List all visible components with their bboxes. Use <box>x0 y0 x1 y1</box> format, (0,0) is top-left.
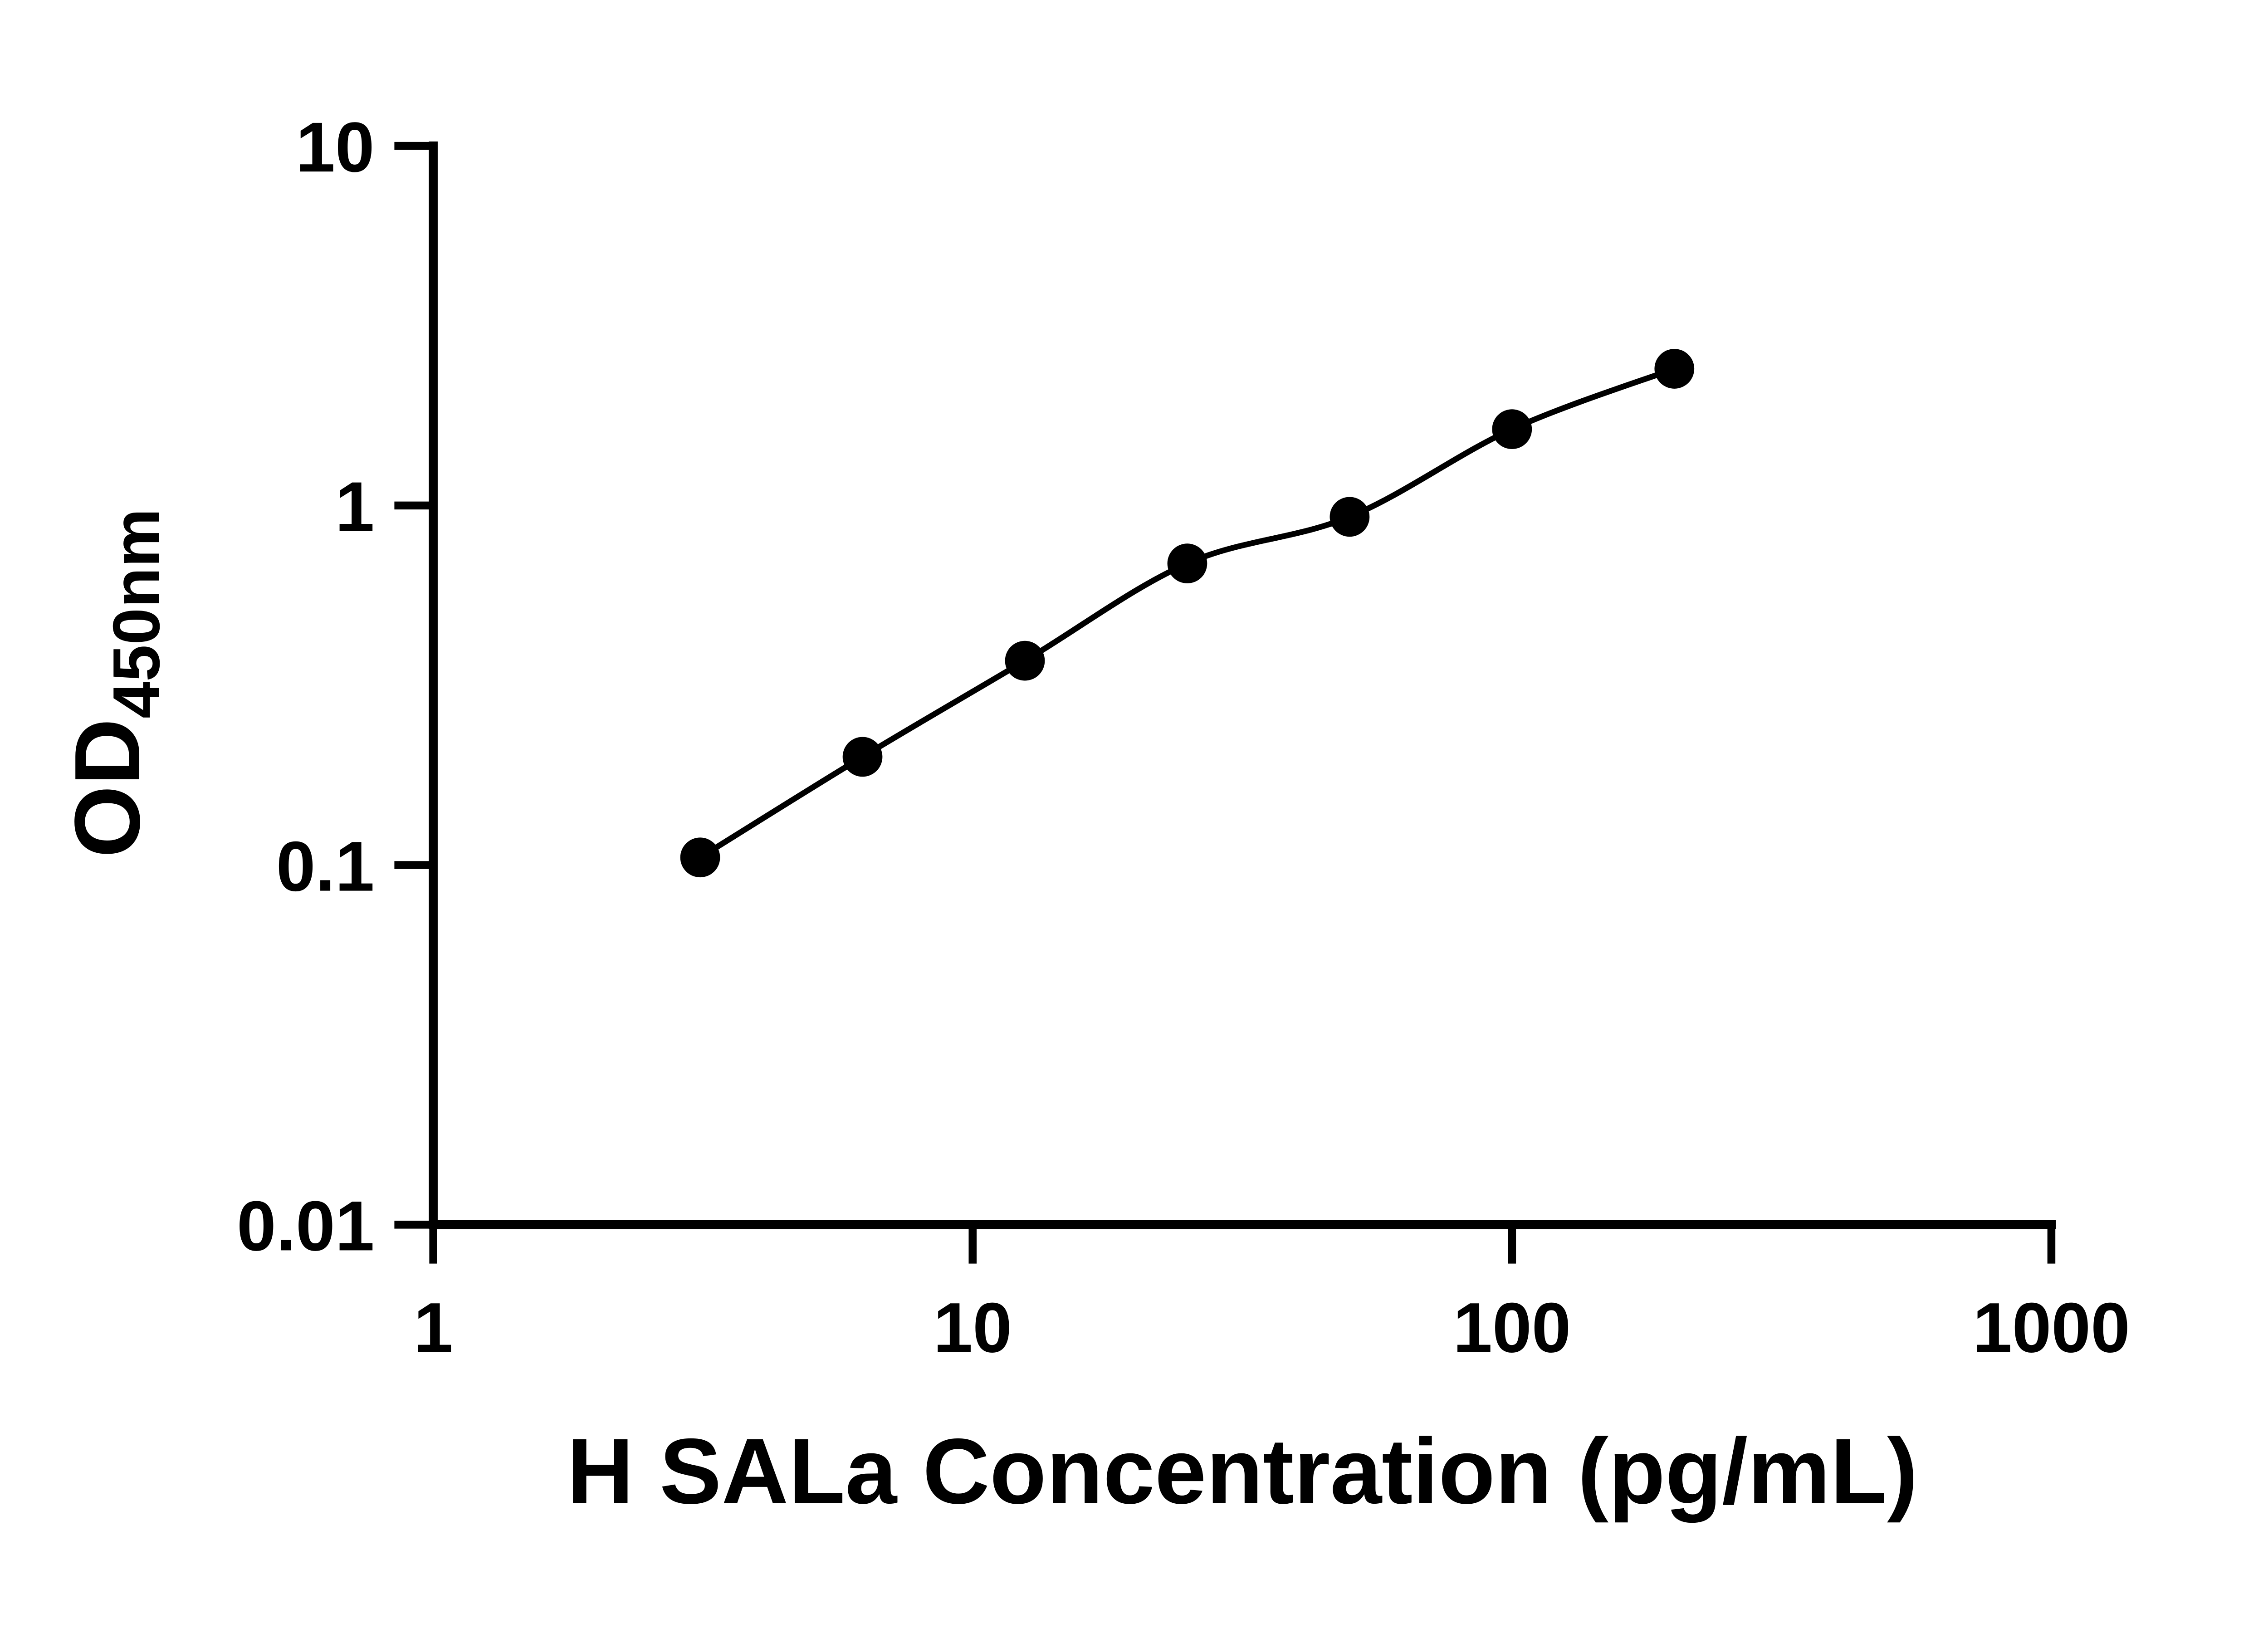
elisa-standard-curve-chart: 1 10 100 1000 0.01 0.1 1 10 H SALa Concentrati… <box>56 108 2130 1523</box>
y-axis-title-subscript: 450nm <box>99 508 173 719</box>
x-axis-tick-labels: 1 10 100 1000 <box>414 1289 2130 1368</box>
x-tick-label: 10 <box>934 1289 1012 1368</box>
y-tick-label: 1 <box>335 468 375 547</box>
axis-spine <box>429 141 2056 1229</box>
y-axis-title: OD450nm <box>56 508 173 858</box>
data-point <box>1492 409 1532 450</box>
data-point <box>1654 349 1695 389</box>
data-point <box>842 737 883 777</box>
y-tick-label: 0.01 <box>237 1187 375 1266</box>
x-axis-ticks <box>429 1224 2056 1264</box>
y-axis-title-main: OD <box>56 719 159 858</box>
data-point <box>1167 543 1207 583</box>
x-tick-label: 1000 <box>1973 1289 2130 1368</box>
chart-page: 1 10 100 1000 0.01 0.1 1 10 H SALa Concentrati… <box>56 108 2130 1523</box>
x-tick-label: 100 <box>1453 1289 1571 1368</box>
y-axis-tick-labels: 0.01 0.1 1 10 <box>237 108 375 1266</box>
y-tick-label: 10 <box>296 108 374 187</box>
x-tick-label: 1 <box>414 1289 453 1368</box>
axes <box>429 141 2056 1229</box>
data-points <box>680 349 1695 878</box>
y-tick-label: 0.1 <box>276 827 375 906</box>
standard-curve-line <box>699 366 1676 860</box>
x-axis-title: H SALa Concentration (pg/mL) <box>567 1420 1918 1523</box>
data-point <box>680 837 720 878</box>
data-point <box>1005 640 1045 681</box>
y-axis-ticks <box>394 142 434 1229</box>
data-point <box>1330 497 1370 537</box>
